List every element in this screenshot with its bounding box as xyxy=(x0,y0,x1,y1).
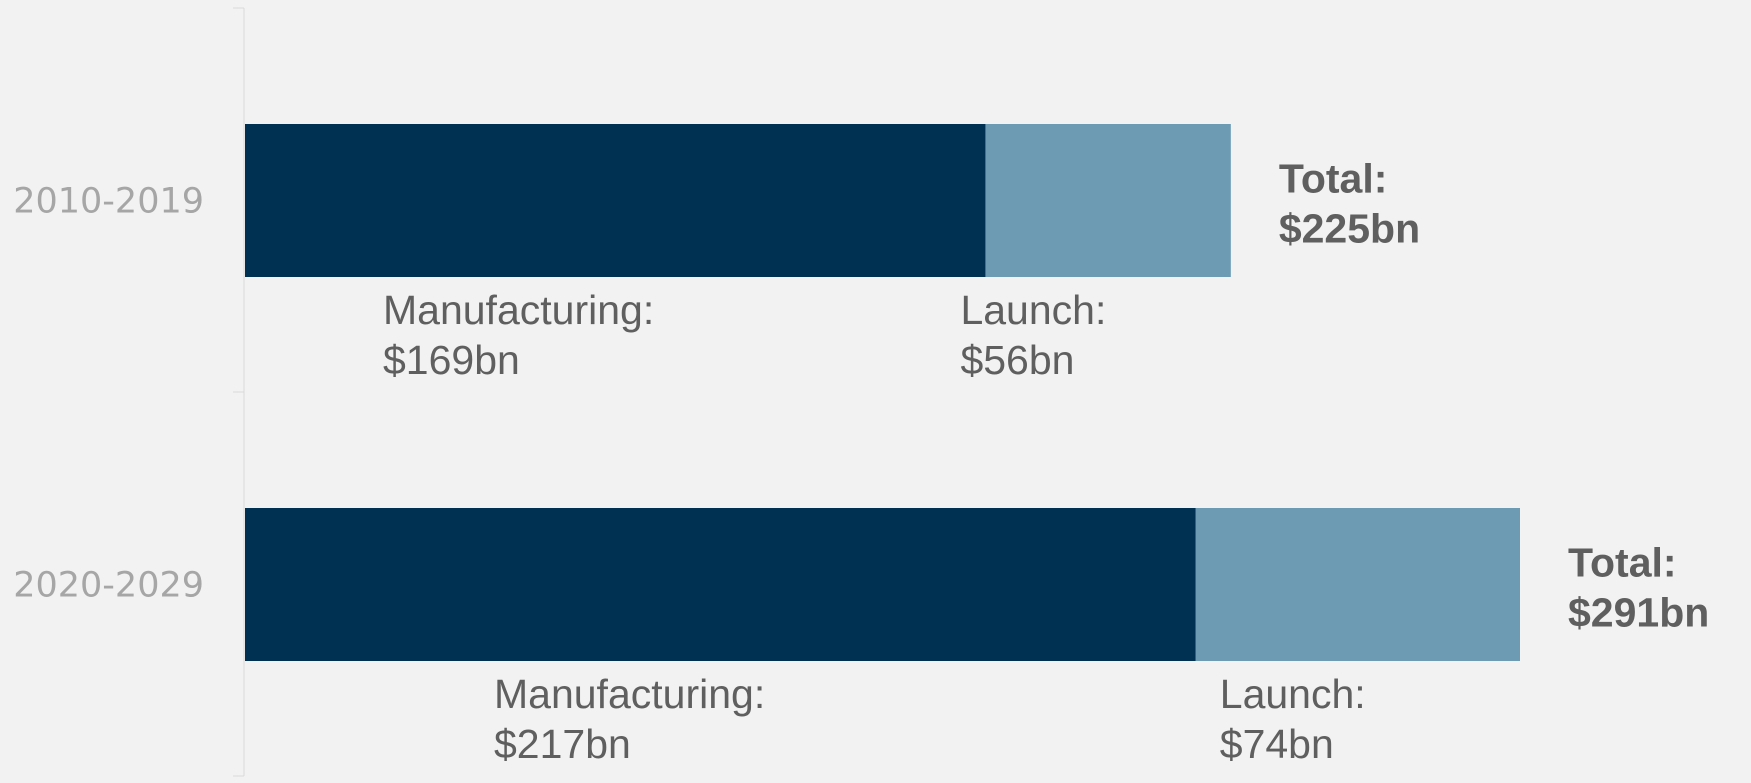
launch-label: Launch: xyxy=(960,287,1106,333)
category-label: 2010-2019 xyxy=(13,182,204,222)
manufacturing-value-label: $217bn xyxy=(494,721,631,767)
manufacturing-value-label: $169bn xyxy=(383,337,520,383)
total-label: Total: xyxy=(1279,156,1388,202)
manufacturing-label: Manufacturing: xyxy=(494,671,765,717)
total-value-label: $225bn xyxy=(1279,206,1420,252)
launch-label: Launch: xyxy=(1220,671,1366,717)
bar-launch xyxy=(1195,508,1520,661)
axis-layer xyxy=(233,7,245,777)
manufacturing-label: Manufacturing: xyxy=(383,287,654,333)
total-label: Total: xyxy=(1568,540,1677,586)
bar-manufacturing xyxy=(245,508,1196,661)
bar-launch xyxy=(985,124,1231,277)
bar-layer xyxy=(245,124,1520,661)
launch-value-label: $74bn xyxy=(1220,721,1334,767)
launch-value-label: $56bn xyxy=(960,337,1074,383)
bar-manufacturing xyxy=(245,124,986,277)
total-value-label: $291bn xyxy=(1568,590,1709,636)
label-layer: 2010-2019Manufacturing:$169bnLaunch:$56b… xyxy=(13,156,1709,768)
category-label: 2020-2029 xyxy=(13,566,204,606)
